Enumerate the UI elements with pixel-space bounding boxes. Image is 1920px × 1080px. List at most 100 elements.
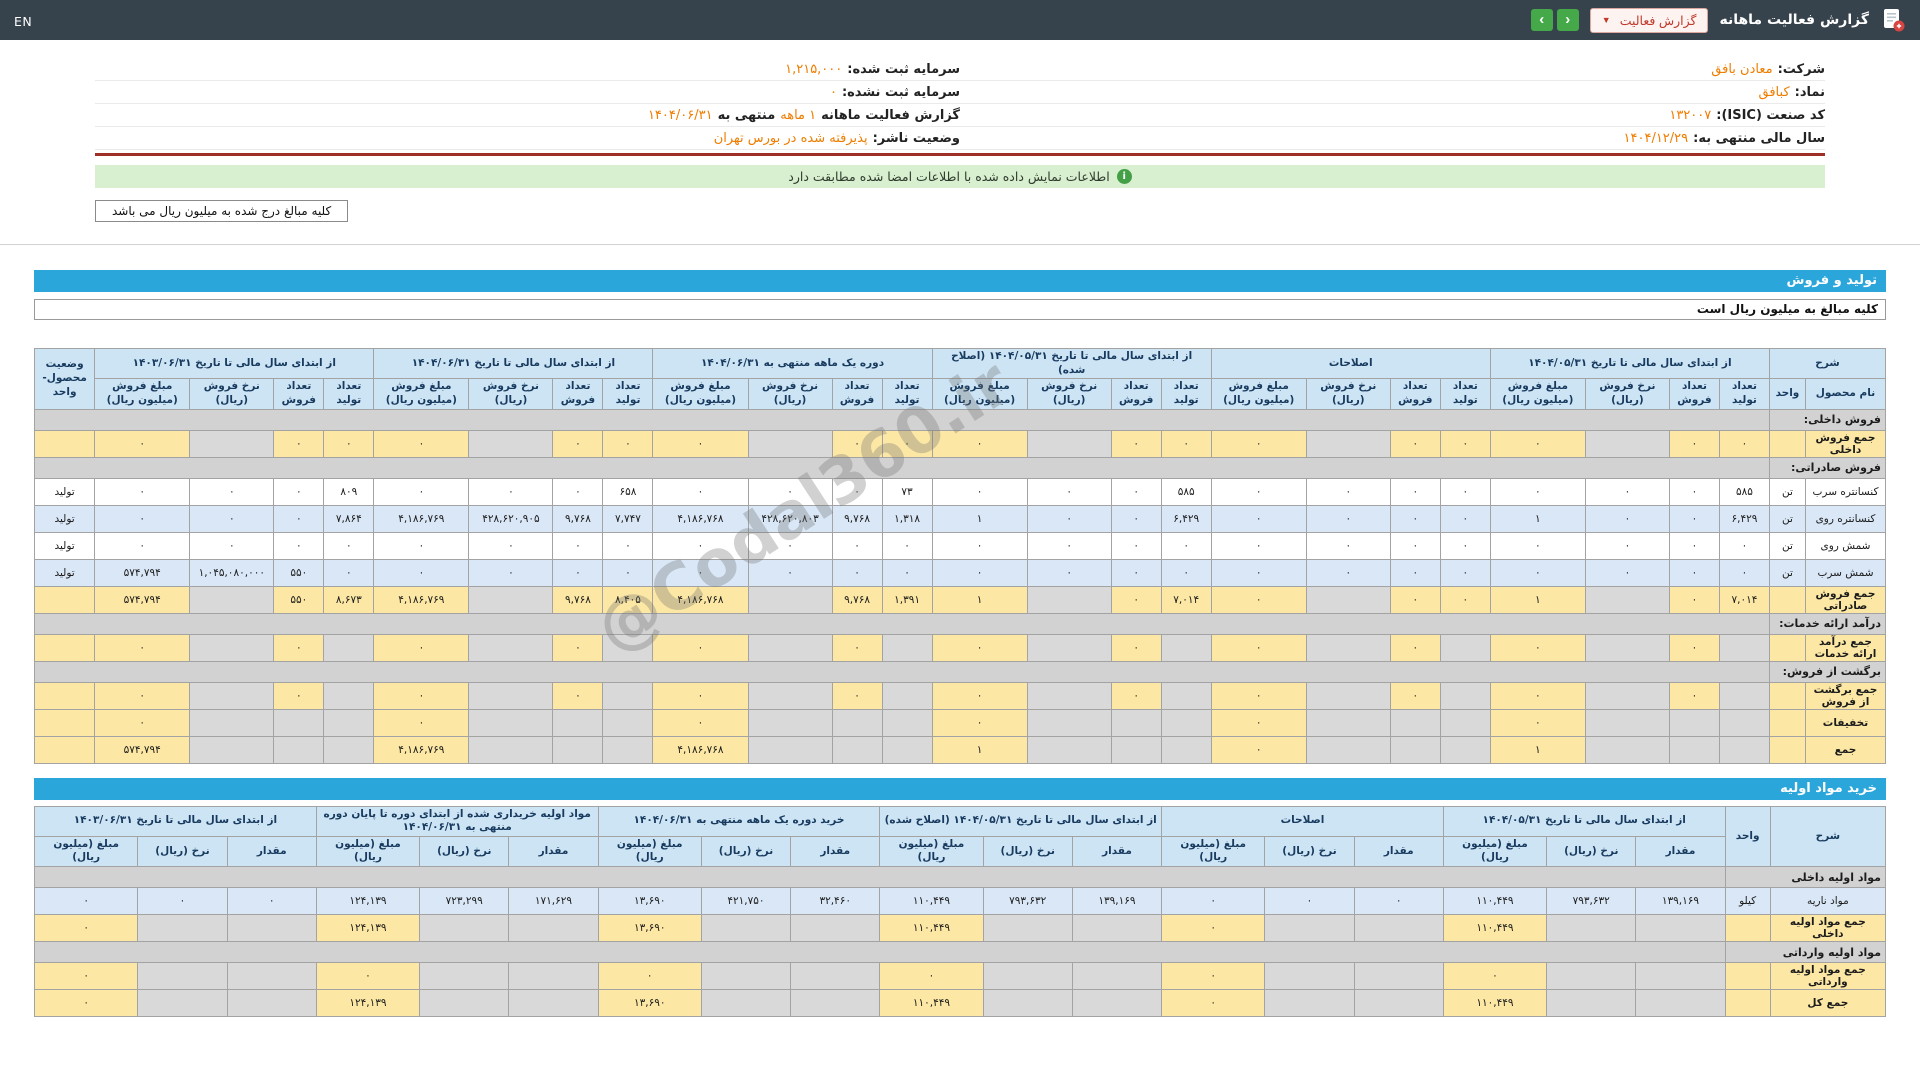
value-cell: ۰ bbox=[324, 532, 374, 559]
section-filler bbox=[35, 409, 1770, 430]
value-cell: ۱۳۹,۱۶۹ bbox=[1636, 888, 1725, 915]
info-cell: گزارش فعالیت ماهانه ۱ ماهه منتهی به ۱۴۰۴… bbox=[95, 108, 960, 123]
value-cell: ۱۱۰,۴۴۹ bbox=[880, 915, 983, 942]
value-cell bbox=[138, 915, 227, 942]
column-header: تعداد تولید bbox=[1440, 379, 1490, 409]
value-cell bbox=[190, 430, 274, 457]
value-cell: ۰ bbox=[274, 505, 324, 532]
language-toggle[interactable]: EN bbox=[14, 14, 32, 29]
value-cell: ۰ bbox=[653, 709, 748, 736]
next-report-button[interactable]: › bbox=[1557, 9, 1579, 31]
column-header: مبلغ (میلیون ریال) bbox=[598, 836, 701, 866]
value-cell: ۰ bbox=[932, 532, 1027, 559]
value-cell: ۸۰۹ bbox=[324, 478, 374, 505]
value-cell bbox=[983, 963, 1072, 990]
value-cell: ۷۳ bbox=[882, 478, 932, 505]
column-header: تعداد فروش bbox=[274, 379, 324, 409]
value-cell: ۵۷۴,۷۹۴ bbox=[95, 559, 190, 586]
report-icon bbox=[1880, 7, 1906, 33]
value-cell: ۸,۶۷۳ bbox=[324, 586, 374, 613]
column-header: مبلغ فروش (میلیون ریال) bbox=[95, 379, 190, 409]
section-filler bbox=[35, 867, 1726, 888]
value-cell: ۰ bbox=[190, 505, 274, 532]
value-cell: ۰ bbox=[1440, 559, 1490, 586]
value-cell: ۰ bbox=[469, 532, 553, 559]
value-cell: ۰ bbox=[1440, 430, 1490, 457]
unit-cell: تن bbox=[1769, 559, 1805, 586]
value-cell: ۰ bbox=[653, 430, 748, 457]
value-cell: ۱ bbox=[1490, 586, 1585, 613]
unit-cell bbox=[1769, 634, 1805, 661]
value-cell: ۰ bbox=[1490, 478, 1585, 505]
value-cell: ۱۱۰,۴۴۹ bbox=[880, 888, 983, 915]
value-cell bbox=[1265, 963, 1354, 990]
value-cell: ۰ bbox=[1669, 430, 1719, 457]
value-cell: ۰ bbox=[469, 559, 553, 586]
value-cell: ۹,۷۶۸ bbox=[553, 586, 603, 613]
value-cell: ۰ bbox=[1111, 430, 1161, 457]
value-cell: ۰ bbox=[95, 682, 190, 709]
unit-cell bbox=[1769, 586, 1805, 613]
value-cell: ۰ bbox=[1306, 505, 1390, 532]
value-cell: ۰ bbox=[95, 634, 190, 661]
column-header: تعداد فروش bbox=[1669, 379, 1719, 409]
value-cell: ۰ bbox=[1211, 586, 1306, 613]
value-cell bbox=[1027, 634, 1111, 661]
prev-report-button[interactable]: ‹ bbox=[1531, 9, 1553, 31]
info-row: سال مالی منتهی به: ۱۴۰۴/۱۲/۲۹ وضعیت ناشر… bbox=[95, 127, 1825, 150]
product-status-cell bbox=[35, 736, 95, 763]
value-cell bbox=[1719, 682, 1769, 709]
value-cell: ۰ bbox=[1585, 559, 1669, 586]
info-cell: سرمایه ثبت نشده: ۰ bbox=[95, 85, 960, 100]
column-group-header: اصلاحات bbox=[1211, 349, 1490, 379]
value-cell: ۵۷۴,۷۹۴ bbox=[95, 586, 190, 613]
column-header: نرخ فروش (ریال) bbox=[1027, 379, 1111, 409]
value-cell: ۰ bbox=[374, 430, 469, 457]
row-label: جمع مواد اولیه داخلی bbox=[1770, 915, 1885, 942]
column-header: نرخ (ریال) bbox=[1547, 836, 1636, 866]
value-cell bbox=[748, 634, 832, 661]
column-group-header: واحد bbox=[1725, 806, 1770, 867]
column-group-header: از ابتدای سال مالی تا تاریخ ۱۴۰۴/۰۶/۳۱ bbox=[374, 349, 653, 379]
value-cell: ۰ bbox=[1490, 532, 1585, 559]
info-value: معادن بافق bbox=[1711, 62, 1772, 77]
value-cell: ۰ bbox=[35, 915, 138, 942]
value-cell: ۰ bbox=[324, 430, 374, 457]
value-cell: ۰ bbox=[1111, 532, 1161, 559]
info-row: شرکت: معادن بافق سرمایه ثبت شده: ۱,۲۱۵,۰… bbox=[95, 58, 1825, 81]
value-cell bbox=[1547, 915, 1636, 942]
column-header: نرخ فروش (ریال) bbox=[1585, 379, 1669, 409]
row-label: شمش سرب bbox=[1805, 559, 1885, 586]
company-info: شرکت: معادن بافق سرمایه ثبت شده: ۱,۲۱۵,۰… bbox=[95, 58, 1825, 188]
value-cell: ۷,۰۱۴ bbox=[1161, 586, 1211, 613]
product-status-cell: تولید bbox=[35, 559, 95, 586]
value-cell: ۴,۱۸۶,۷۶۹ bbox=[374, 505, 469, 532]
info-row: کد صنعت (ISIC): ۱۳۲۰۰۷ گزارش فعالیت ماها… bbox=[95, 104, 1825, 127]
value-cell: ۹,۷۶۸ bbox=[832, 505, 882, 532]
info-cell: سرمایه ثبت شده: ۱,۲۱۵,۰۰۰ bbox=[95, 62, 960, 77]
column-header: تعداد تولید bbox=[1719, 379, 1769, 409]
info-label: کد صنعت (ISIC): bbox=[1716, 108, 1825, 123]
value-cell: ۰ bbox=[274, 682, 324, 709]
column-header: مقدار bbox=[227, 836, 316, 866]
table-row: شمش رویتن۰۰۰۰۰۰۰۰۰۰۰۰۰۰۰۰۰۰۰۰۰۰۰۰تولید bbox=[35, 532, 1886, 559]
info-label: سرمایه ثبت شده: bbox=[847, 62, 960, 77]
table-row: کنسانتره سربتن۵۸۵۰۰۰۰۰۰۰۵۸۵۰۰۰۷۳۰۰۰۶۵۸۰۰… bbox=[35, 478, 1886, 505]
value-cell: ۰ bbox=[653, 532, 748, 559]
column-header: نرخ (ریال) bbox=[420, 836, 509, 866]
value-cell: ۰ bbox=[469, 478, 553, 505]
report-type-dropdown[interactable]: گزارش فعالیت ▼ bbox=[1590, 8, 1709, 33]
value-cell: ۰ bbox=[1443, 963, 1546, 990]
topbar: گزارش فعالیت ماهانه گزارش فعالیت ▼ ‹ › E… bbox=[0, 0, 1920, 40]
value-cell: ۰ bbox=[553, 559, 603, 586]
column-group-header: خرید دوره یک ماهه منتهی به ۱۴۰۴/۰۶/۳۱ bbox=[598, 806, 880, 836]
unit-cell: کیلو bbox=[1725, 888, 1770, 915]
product-status-cell bbox=[35, 586, 95, 613]
value-cell bbox=[190, 586, 274, 613]
info-label: نماد: bbox=[1795, 85, 1825, 100]
value-cell: ۱۱۰,۴۴۹ bbox=[880, 990, 983, 1017]
value-cell bbox=[420, 915, 509, 942]
value-cell bbox=[469, 736, 553, 763]
value-cell: ۴,۱۸۶,۷۶۹ bbox=[374, 736, 469, 763]
value-cell bbox=[509, 963, 598, 990]
